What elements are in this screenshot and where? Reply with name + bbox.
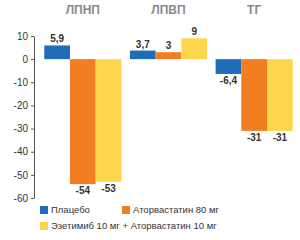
bar	[44, 45, 70, 59]
data-label: -54	[76, 185, 91, 196]
data-label: -6,4	[220, 75, 238, 86]
y-tick-label: 0	[22, 54, 28, 65]
y-tick-label: -10	[14, 77, 29, 88]
bar	[181, 38, 207, 59]
chart: 10 0 -10 -20 -30 -40 -50 -60 5,9 3,7 -6,4 -54 3 -31 -5…	[0, 0, 300, 240]
y-axis-line	[34, 37, 35, 199]
data-label: 3,7	[136, 39, 150, 50]
y-tick-label: -40	[14, 146, 29, 157]
category-label: ЛПНП	[66, 3, 100, 17]
data-label: -31	[247, 132, 262, 143]
y-tick-mark	[31, 82, 34, 83]
data-label: 9	[191, 26, 197, 37]
y-tick-mark	[31, 129, 34, 130]
y-tick-mark	[31, 152, 34, 153]
bar	[156, 52, 182, 59]
bar	[216, 59, 242, 74]
y-tick-label: 10	[17, 31, 29, 42]
y-tick: -10	[14, 77, 34, 88]
data-label: -53	[101, 183, 116, 194]
bar	[130, 51, 156, 60]
legend-swatch	[40, 222, 48, 230]
legend: Плацебо Аторвастатин 80 мг Эзетимиб 10 мг …	[40, 204, 220, 231]
y-tick-label: -50	[14, 170, 29, 181]
y-tick: -50	[14, 170, 34, 181]
legend-label: Плацебо	[51, 204, 90, 215]
y-tick: -60	[14, 193, 34, 204]
y-tick: 0	[22, 54, 34, 65]
legend-label: Аторвастатин 80 мг	[133, 204, 220, 215]
legend-swatch	[40, 206, 48, 214]
bar	[267, 59, 293, 131]
data-label: 5,9	[50, 33, 64, 44]
bars	[44, 38, 292, 184]
legend-item: Эзетимиб 10 мг + Аторвастатин 10 мг	[40, 220, 217, 231]
data-label: 3	[166, 40, 172, 51]
y-tick: -40	[14, 146, 34, 157]
category-label: ТГ	[247, 3, 261, 17]
legend-label: Эзетимиб 10 мг + Аторвастатин 10 мг	[51, 220, 217, 231]
y-tick-mark	[31, 36, 34, 37]
legend-item: Плацебо	[40, 204, 90, 215]
bar	[70, 59, 96, 184]
y-tick-label: -20	[14, 100, 29, 111]
y-tick-mark	[31, 105, 34, 106]
category-label: ЛПВП	[151, 3, 185, 17]
data-label: -31	[273, 132, 288, 143]
y-tick: -20	[14, 100, 34, 111]
y-tick-mark	[31, 59, 34, 60]
y-axis: 10 0 -10 -20 -30 -40 -50 -60	[14, 31, 35, 204]
y-tick: -30	[14, 123, 34, 134]
y-tick-mark	[31, 198, 34, 199]
y-tick-label: -30	[14, 123, 29, 134]
legend-swatch	[122, 206, 130, 214]
legend-item: Аторвастатин 80 мг	[122, 204, 220, 215]
bar	[241, 59, 267, 131]
y-tick-mark	[31, 175, 34, 176]
category-labels: ЛПНП ЛПВП ТГ	[66, 3, 262, 17]
data-labels: 5,9 3,7 -6,4 -54 3 -31 -53 9 -31	[50, 26, 287, 196]
y-tick: 10	[17, 31, 34, 42]
y-tick-label: -60	[14, 193, 29, 204]
bar	[96, 59, 122, 182]
